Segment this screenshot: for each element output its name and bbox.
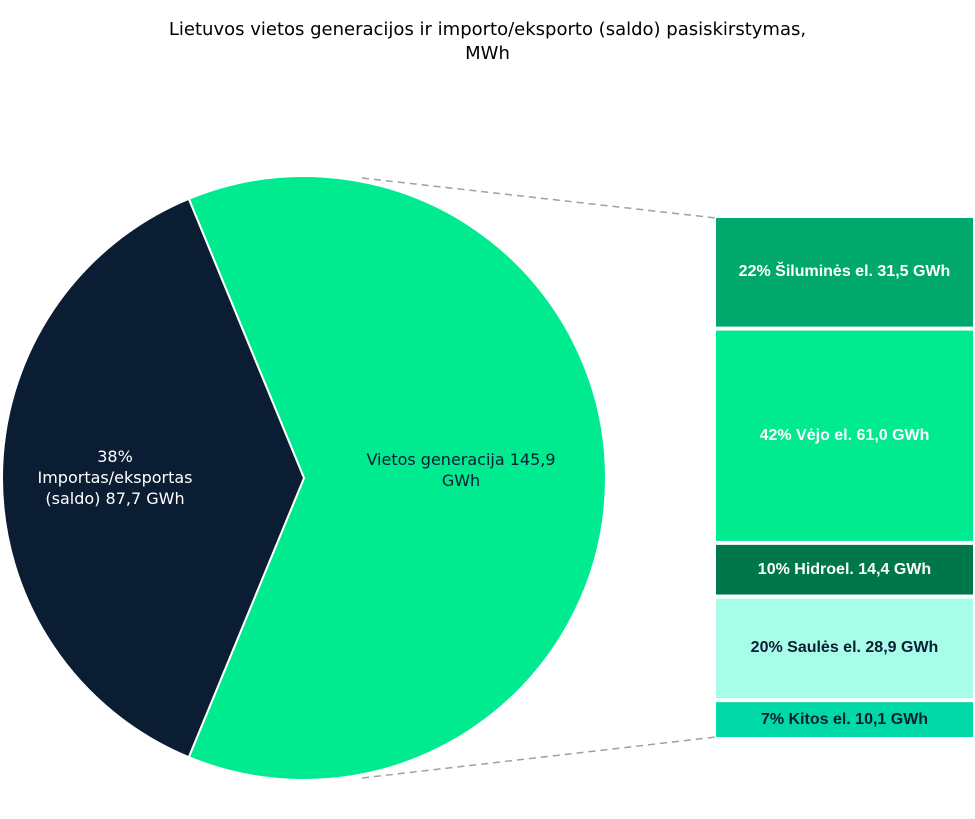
breakdown-bar-label: 10% Hidroel. 14,4 GWh [757, 560, 932, 578]
breakdown-bar-label: 42% Vėjo el. 61,0 GWh [759, 426, 930, 444]
pie-slice-local [187, 175, 607, 781]
chart-title-line1: Lietuvos vietos generacijos ir importo/e… [168, 19, 807, 40]
breakdown-bar-segment [716, 330, 973, 541]
pie-slice-import [0, 197, 306, 759]
breakdown-bar-segment [716, 598, 973, 699]
breakdown-bar-label: 7% Kitos el. 10,1 GWh [760, 710, 929, 728]
pie-label-local-name: Vietos generacija 145,9 [366, 450, 556, 469]
pie-label-local-value: GWh [441, 471, 481, 490]
breakdown-bar-label: 22% Šiluminės el. 31,5 GWh [738, 263, 951, 281]
chart-title-line2: MWh [465, 43, 510, 64]
pie-label-import-name: Importas/eksportas [37, 468, 193, 487]
chart-title: Lietuvos vietos generacijos ir importo/e… [60, 18, 915, 66]
pie-label-import-value: (saldo) 87,7 GWh [45, 489, 185, 508]
pie-label-import: 38% Importas/eksportas (saldo) 87,7 GWh [15, 446, 215, 509]
breakdown-bar-segment [716, 218, 973, 327]
pie-label-local: Vietos generacija 145,9 GWh [330, 449, 592, 491]
breakdown-bar-segment [716, 544, 973, 595]
breakdown-bar-label: 20% Saulės el. 28,9 GWh [750, 639, 939, 657]
breakdown-bar-segment [716, 702, 973, 737]
pie-label-import-pct: 38% [97, 447, 133, 466]
